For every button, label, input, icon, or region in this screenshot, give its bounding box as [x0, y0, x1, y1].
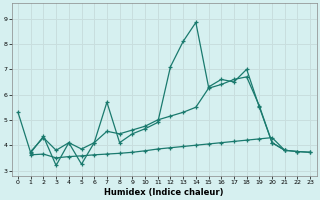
X-axis label: Humidex (Indice chaleur): Humidex (Indice chaleur) [104, 188, 224, 197]
